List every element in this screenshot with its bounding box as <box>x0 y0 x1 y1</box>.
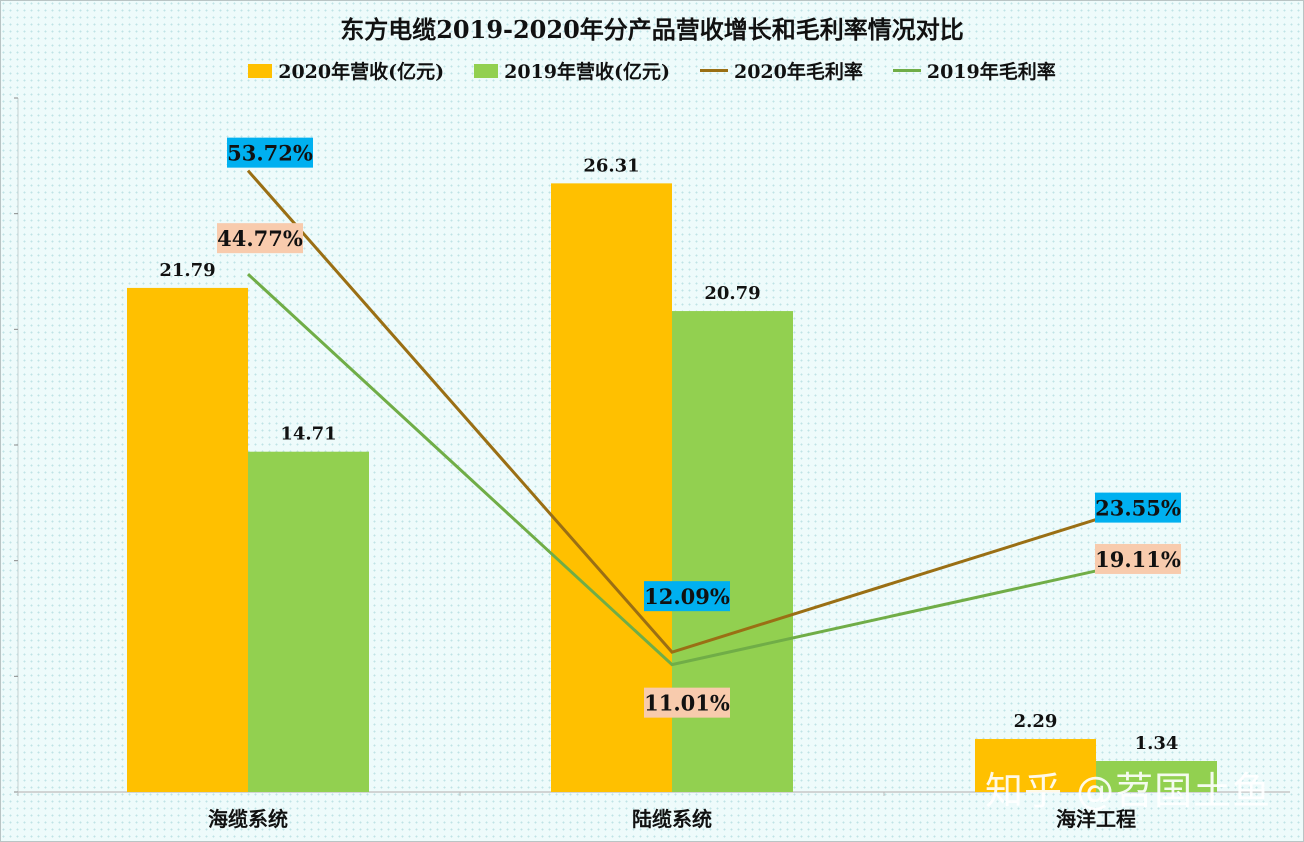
bar-2019-2 <box>1096 761 1217 792</box>
bar-value-label: 26.31 <box>583 155 639 176</box>
x-tick-label: 海洋工程 <box>1056 807 1136 831</box>
line-label-bg <box>1095 492 1181 523</box>
legend-swatch-2020-revenue <box>248 63 273 78</box>
legend-label-2019-revenue: 2019年营收(亿元) <box>504 61 670 83</box>
legend-item-2020-margin: 2020年毛利率 <box>699 57 863 84</box>
legend-label-2019-margin: 2019年毛利率 <box>926 61 1056 83</box>
legend-item-2019-revenue: 2019年营收(亿元) <box>474 57 670 84</box>
legend-swatch-2020-margin <box>699 69 728 72</box>
line-value-label: 53.72% <box>227 141 313 166</box>
line-value-label: 19.11% <box>1095 547 1181 572</box>
bar-2019-1 <box>672 311 793 792</box>
line-label-bg <box>644 687 730 718</box>
line-value-label: 12.09% <box>644 584 730 609</box>
legend-label-2020-revenue: 2020年营收(亿元) <box>278 61 445 83</box>
bar-value-label: 21.79 <box>159 260 215 281</box>
bar-value-label: 20.79 <box>704 283 760 304</box>
legend-swatch-2019-revenue <box>474 63 499 78</box>
line-label-bg <box>644 581 730 612</box>
line-label-bg <box>1095 543 1181 574</box>
legend: 2020年营收(亿元) 2019年营收(亿元) 2020年毛利率 2019年毛利… <box>0 57 1304 84</box>
bar-value-label: 2.29 <box>1014 711 1058 732</box>
line-value-label: 44.77% <box>217 226 303 251</box>
bar-value-label: 1.34 <box>1135 733 1179 754</box>
line-label-bg <box>217 223 303 254</box>
x-tick-label: 海缆系统 <box>208 807 288 831</box>
chart-title: 东方电缆2019-2020年分产品营收增长和毛利率情况对比 <box>340 15 964 44</box>
legend-swatch-2019-margin <box>892 69 921 72</box>
bar-value-label: 14.71 <box>280 424 336 445</box>
bar-2020-0 <box>127 287 248 792</box>
line-value-label: 11.01% <box>644 691 730 716</box>
legend-item-2019-margin: 2019年毛利率 <box>892 57 1056 84</box>
x-tick-label: 陆缆系统 <box>632 807 712 831</box>
watermark: 知乎 @苕国土鱼 <box>985 769 1272 813</box>
bar-2020-2 <box>975 739 1096 792</box>
legend-item-2020-revenue: 2020年营收(亿元) <box>248 57 444 84</box>
legend-label-2020-margin: 2020年毛利率 <box>733 61 863 83</box>
line-label-bg <box>227 137 313 168</box>
line-value-label: 23.55% <box>1095 496 1181 521</box>
bar-2019-0 <box>248 451 369 792</box>
